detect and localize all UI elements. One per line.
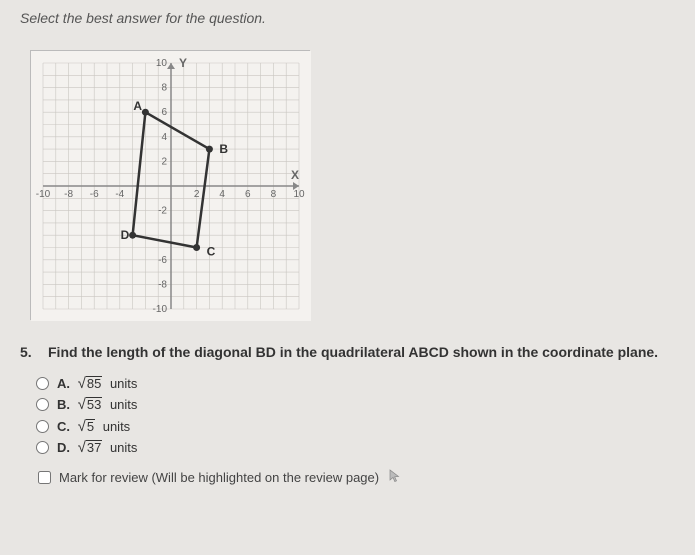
option-c-radio[interactable] <box>36 420 49 433</box>
sqrt-symbol: 85 <box>78 376 103 391</box>
question-row: 5. Find the length of the diagonal BD in… <box>20 344 675 360</box>
option-b[interactable]: B. 53 units <box>36 397 675 412</box>
option-d[interactable]: D. 37 units <box>36 440 675 455</box>
question-number: 5. <box>20 344 38 360</box>
svg-text:6: 6 <box>161 107 167 118</box>
svg-text:10: 10 <box>293 189 305 200</box>
option-d-radio[interactable] <box>36 441 49 454</box>
svg-text:B: B <box>219 142 228 156</box>
svg-text:-8: -8 <box>64 189 73 200</box>
option-d-units: units <box>110 440 137 455</box>
svg-text:-8: -8 <box>158 279 167 290</box>
option-b-radicand: 53 <box>86 397 102 412</box>
option-a-radio[interactable] <box>36 377 49 390</box>
svg-text:X: X <box>291 168 299 182</box>
svg-text:-4: -4 <box>115 189 124 200</box>
option-a-label: A. 85 units <box>57 376 137 391</box>
svg-text:2: 2 <box>194 189 200 200</box>
svg-text:4: 4 <box>161 132 167 143</box>
option-d-letter: D. <box>57 440 70 455</box>
graph-svg: -10 -8 -6 -4 2 4 6 8 10 10 8 6 4 2 -2 -6 -8 -10 X Y A B C D <box>31 51 311 321</box>
options-group: A. 85 units B. 53 units C. 5 units D. 37… <box>36 376 675 455</box>
svg-text:Y: Y <box>179 56 187 70</box>
option-b-label: B. 53 units <box>57 397 137 412</box>
svg-text:4: 4 <box>219 189 225 200</box>
cursor-icon <box>389 469 401 486</box>
option-d-label: D. 37 units <box>57 440 137 455</box>
option-c-radicand: 5 <box>86 419 95 434</box>
option-a-letter: A. <box>57 376 70 391</box>
svg-text:8: 8 <box>161 83 167 94</box>
option-a[interactable]: A. 85 units <box>36 376 675 391</box>
option-c-letter: C. <box>57 419 70 434</box>
sqrt-symbol: 53 <box>78 397 103 412</box>
svg-text:-6: -6 <box>158 255 167 266</box>
option-d-radicand: 37 <box>86 440 102 455</box>
svg-text:-6: -6 <box>90 189 99 200</box>
sqrt-symbol: 5 <box>78 419 95 434</box>
mark-review-label: Mark for review (Will be highlighted on … <box>59 470 379 485</box>
svg-text:-2: -2 <box>158 206 167 217</box>
mark-review-row: Mark for review (Will be highlighted on … <box>38 469 675 486</box>
question-text: Find the length of the diagonal BD in th… <box>48 344 675 360</box>
option-c-label: C. 5 units <box>57 419 130 434</box>
svg-text:8: 8 <box>271 189 277 200</box>
svg-text:-10: -10 <box>153 304 168 315</box>
sqrt-symbol: 37 <box>78 440 103 455</box>
svg-text:6: 6 <box>245 189 251 200</box>
option-a-radicand: 85 <box>86 376 102 391</box>
svg-text:2: 2 <box>161 156 167 167</box>
svg-text:10: 10 <box>156 58 168 69</box>
option-a-units: units <box>110 376 137 391</box>
svg-text:D: D <box>121 228 130 242</box>
option-b-units: units <box>110 397 137 412</box>
option-b-letter: B. <box>57 397 70 412</box>
svg-text:A: A <box>133 99 142 113</box>
option-b-radio[interactable] <box>36 398 49 411</box>
svg-text:C: C <box>207 245 216 259</box>
coordinate-graph: -10 -8 -6 -4 2 4 6 8 10 10 8 6 4 2 -2 -6 -8 -10 X Y A B C D <box>30 50 310 320</box>
option-c[interactable]: C. 5 units <box>36 419 675 434</box>
option-c-units: units <box>103 419 130 434</box>
instruction-text: Select the best answer for the question. <box>20 10 675 26</box>
svg-text:-10: -10 <box>36 189 51 200</box>
mark-review-checkbox[interactable] <box>38 471 51 484</box>
